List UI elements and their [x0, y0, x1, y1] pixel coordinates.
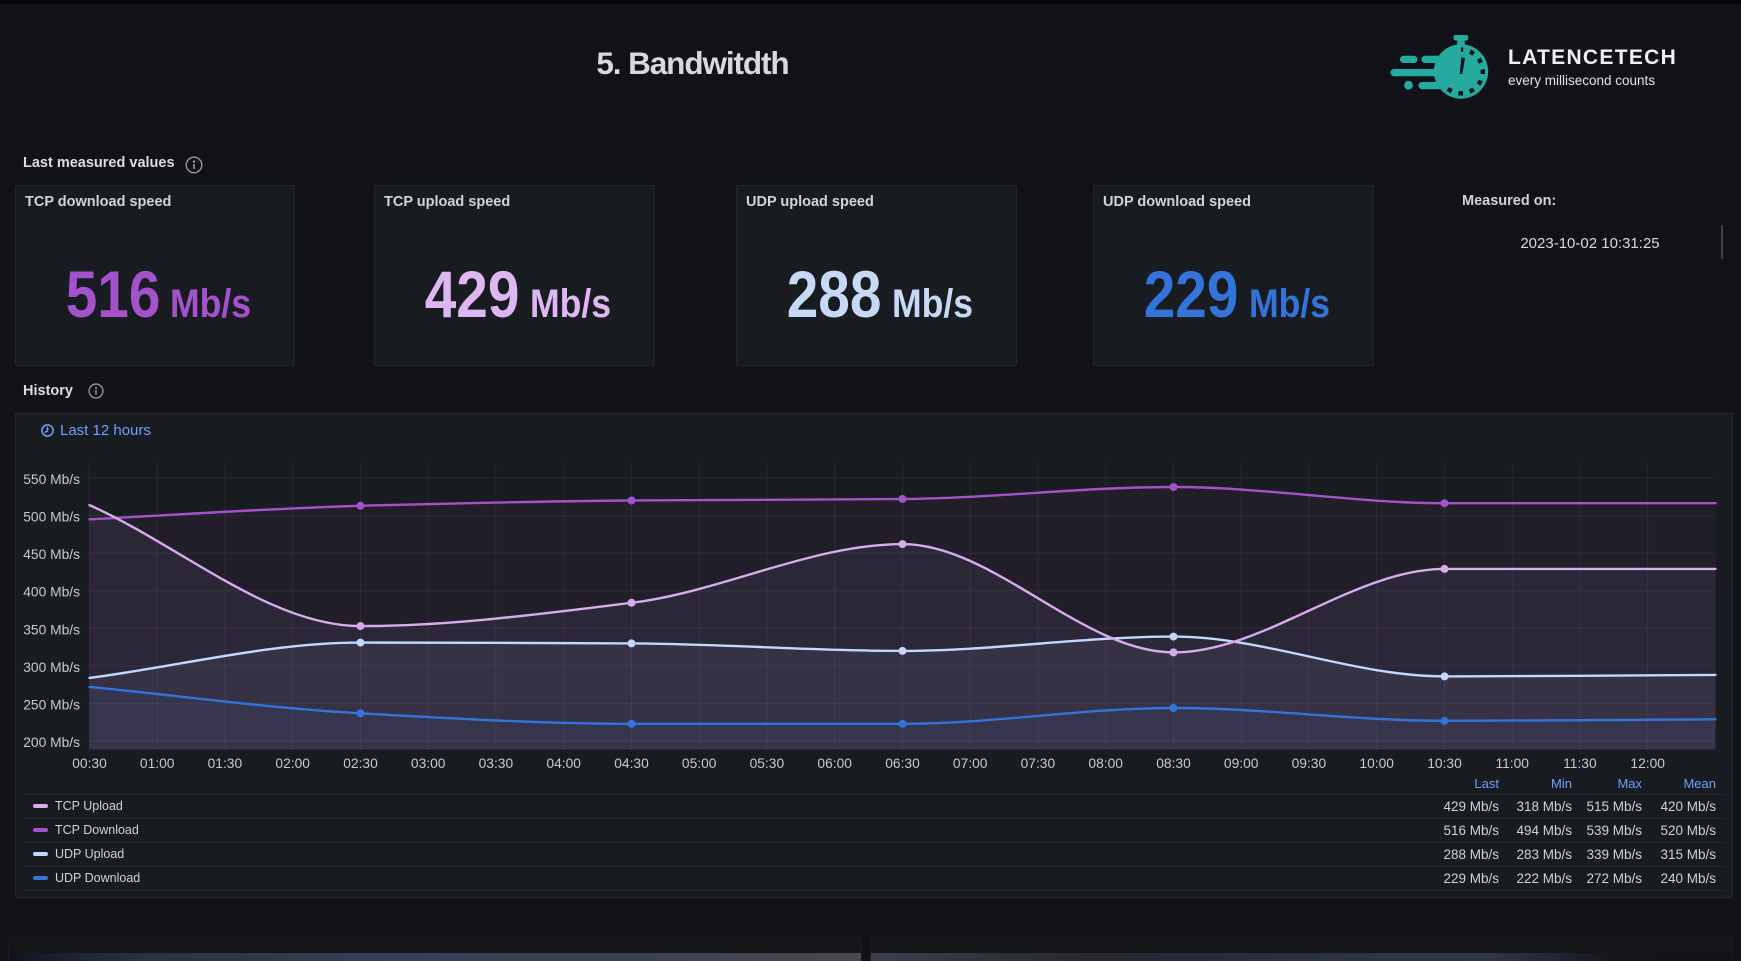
svg-text:07:00: 07:00: [953, 756, 988, 771]
svg-text:00:30: 00:30: [72, 756, 107, 771]
svg-text:350 Mb/s: 350 Mb/s: [23, 622, 80, 637]
svg-text:450 Mb/s: 450 Mb/s: [23, 547, 80, 562]
svg-text:11:00: 11:00: [1495, 756, 1529, 771]
svg-text:200 Mb/s: 200 Mb/s: [23, 735, 80, 750]
svg-text:08:30: 08:30: [1156, 756, 1191, 771]
svg-text:05:00: 05:00: [682, 756, 717, 771]
svg-text:08:00: 08:00: [1088, 756, 1123, 771]
svg-text:02:00: 02:00: [275, 756, 310, 771]
svg-text:12:00: 12:00: [1630, 756, 1665, 771]
svg-text:02:30: 02:30: [343, 756, 378, 771]
svg-text:500 Mb/s: 500 Mb/s: [23, 510, 80, 525]
svg-text:04:00: 04:00: [546, 756, 581, 771]
svg-text:250 Mb/s: 250 Mb/s: [23, 697, 80, 712]
svg-text:09:00: 09:00: [1224, 756, 1259, 771]
svg-text:07:30: 07:30: [1021, 756, 1056, 771]
svg-text:01:30: 01:30: [208, 756, 243, 771]
svg-text:300 Mb/s: 300 Mb/s: [23, 660, 80, 675]
svg-text:11:30: 11:30: [1563, 756, 1597, 771]
svg-text:01:00: 01:00: [140, 756, 175, 771]
svg-text:10:00: 10:00: [1359, 756, 1394, 771]
svg-text:05:30: 05:30: [750, 756, 785, 771]
svg-text:03:00: 03:00: [411, 756, 446, 771]
svg-text:10:30: 10:30: [1427, 756, 1462, 771]
svg-text:400 Mb/s: 400 Mb/s: [23, 585, 80, 600]
svg-text:04:30: 04:30: [614, 756, 649, 771]
svg-text:06:30: 06:30: [885, 756, 920, 771]
svg-text:550 Mb/s: 550 Mb/s: [23, 472, 80, 487]
svg-text:06:00: 06:00: [817, 756, 852, 771]
svg-text:03:30: 03:30: [479, 756, 514, 771]
svg-text:09:30: 09:30: [1292, 756, 1327, 771]
